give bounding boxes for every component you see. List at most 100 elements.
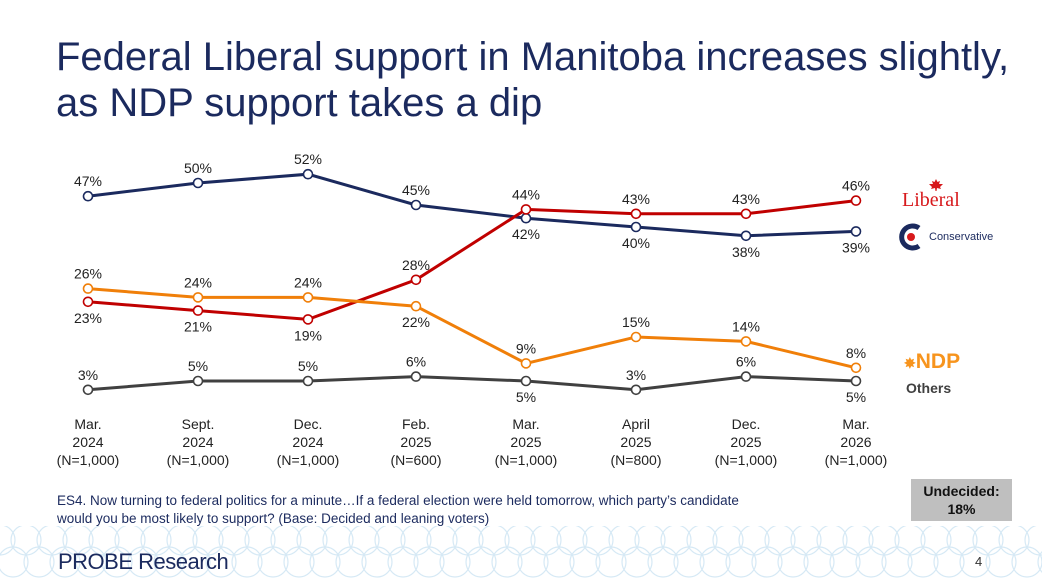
data-label: 28% [402, 257, 430, 273]
data-point [302, 314, 314, 325]
data-point [850, 362, 862, 374]
x-tick-label: (N=1,000) [167, 452, 230, 468]
x-tick-label: 2025 [510, 434, 541, 450]
data-point [410, 371, 422, 382]
data-label: 3% [626, 367, 646, 383]
slide-title: Federal Liberal support in Manitoba incr… [56, 35, 1010, 125]
x-tick-label: 2024 [72, 434, 103, 450]
legend-conservative-label: Conservative [929, 231, 994, 243]
undecided-value: 18% [947, 501, 976, 517]
data-label: 5% [516, 389, 536, 405]
x-tick-label: (N=1,000) [57, 452, 120, 468]
x-tick-label: Mar. [842, 416, 869, 432]
data-point [302, 168, 314, 180]
x-tick-label: 2026 [840, 434, 871, 450]
x-tick-label: Sept. [182, 416, 215, 432]
data-label: 6% [406, 354, 426, 370]
x-tick-label: Dec. [294, 416, 323, 432]
series-line-ndp [87, 287, 857, 370]
data-point [82, 384, 94, 396]
data-label: 5% [846, 389, 866, 405]
data-label: 15% [622, 314, 650, 330]
legend-liberal: Liberal [902, 189, 960, 211]
decorative-pattern [0, 526, 1042, 578]
footnote: ES4. Now turning to federal politics for… [57, 493, 739, 526]
data-point [850, 226, 862, 237]
x-tick-label: April [622, 416, 650, 432]
data-label: 46% [842, 178, 870, 194]
x-tick-label: 2025 [620, 434, 651, 450]
data-point [192, 292, 204, 303]
data-label: 43% [622, 191, 650, 207]
data-point [302, 292, 314, 303]
data-label: 42% [512, 226, 540, 242]
data-label: 22% [402, 314, 430, 330]
data-label: 6% [736, 354, 756, 370]
data-point [302, 375, 314, 387]
data-label: 3% [78, 367, 98, 383]
data-point [520, 358, 532, 369]
pattern-circle [0, 526, 16, 556]
pattern-circle [1024, 526, 1042, 556]
series-line-conservative [87, 172, 857, 238]
undecided-box: Undecided: 18% [911, 479, 1012, 521]
data-point [192, 177, 204, 189]
data-point [630, 331, 642, 343]
x-tick-label: (N=1,000) [715, 452, 778, 468]
data-point [82, 190, 94, 202]
x-tick-label: Mar. [74, 416, 101, 432]
data-label: 24% [184, 274, 212, 290]
data-label: 50% [184, 160, 212, 176]
pattern-circle [1037, 550, 1042, 574]
data-point [740, 230, 752, 242]
x-tick-label: Feb. [402, 416, 430, 432]
conservative-logo-icon [899, 223, 921, 251]
series-line-liberal [87, 199, 857, 321]
data-point [82, 283, 94, 294]
undecided-label: Undecided: [923, 483, 1000, 499]
data-label: 5% [298, 358, 318, 374]
legend-ndp: ✸NDP [904, 350, 960, 375]
data-point [850, 195, 862, 206]
data-point [192, 375, 204, 387]
data-label: 26% [74, 266, 102, 282]
x-tick-label: 2024 [292, 434, 323, 450]
data-point [630, 221, 642, 233]
x-tick-label: (N=1,000) [495, 452, 558, 468]
legend-ndp-label: NDP [915, 350, 961, 373]
data-point [520, 204, 532, 215]
data-label: 40% [622, 235, 650, 251]
page-number: 4 [975, 554, 983, 569]
data-label: 23% [74, 310, 102, 326]
data-point [192, 305, 204, 316]
x-tick-label: (N=1,000) [825, 452, 888, 468]
data-point [410, 199, 422, 211]
x-tick-label: Dec. [732, 416, 761, 432]
data-point [850, 375, 862, 387]
x-tick-label: (N=800) [611, 452, 662, 468]
legend-conservative: Conservative [897, 223, 993, 251]
data-point [630, 208, 642, 220]
data-point [82, 296, 94, 308]
x-tick-label: 2024 [182, 434, 213, 450]
data-label: 19% [294, 327, 322, 343]
data-label: 52% [294, 151, 322, 167]
data-point [740, 208, 752, 220]
data-point [410, 274, 422, 286]
data-point [630, 384, 642, 396]
data-point [410, 300, 422, 312]
data-label: 24% [294, 274, 322, 290]
data-label: 8% [846, 345, 866, 361]
line-chart: 47% 50% 52% 45% 42% 40% 38% 39% 23% 21% 19% 28% 44% 4… [57, 151, 888, 468]
maple-leaf-icon: ✸ [904, 355, 916, 371]
probe-research-logo: PROBE Research [58, 549, 229, 574]
data-label: 38% [732, 244, 760, 260]
data-point [740, 336, 752, 347]
data-label: 45% [402, 182, 430, 198]
maple-leaf-icon [929, 179, 943, 191]
series-line-others [87, 375, 857, 392]
x-tick-label: Mar. [512, 416, 539, 432]
data-label: 39% [842, 239, 870, 255]
x-tick-label: 2025 [730, 434, 761, 450]
data-label: 44% [512, 186, 540, 202]
